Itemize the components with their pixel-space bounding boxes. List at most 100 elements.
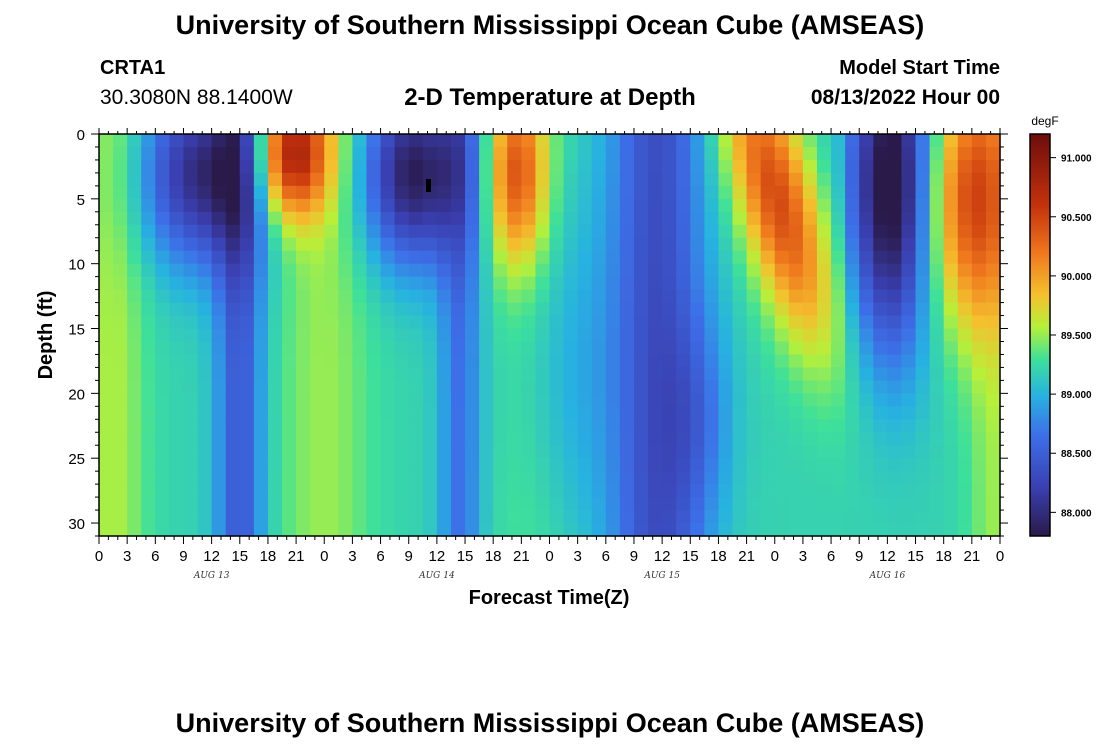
heatmap-cell xyxy=(845,263,860,278)
heatmap-cell xyxy=(521,380,537,394)
heatmap-cell xyxy=(282,198,297,213)
heatmap-cell xyxy=(943,185,959,200)
heatmap-cell xyxy=(957,211,973,226)
heatmap-cell xyxy=(239,198,255,213)
heatmap-cell xyxy=(873,250,888,265)
heatmap-cell xyxy=(816,367,832,381)
heatmap-cell xyxy=(493,276,508,291)
heatmap-cell xyxy=(141,497,156,511)
heatmap-cell xyxy=(225,406,241,420)
heatmap-cell xyxy=(873,146,888,161)
heatmap-cell xyxy=(155,172,170,187)
heatmap-cell xyxy=(845,250,860,265)
heatmap-cell xyxy=(113,263,128,278)
heatmap-cell xyxy=(690,250,705,265)
heatmap-cell xyxy=(465,458,480,472)
heatmap-cell xyxy=(845,146,860,161)
heatmap-cell xyxy=(704,276,720,291)
heatmap-cell xyxy=(113,406,128,420)
heatmap-cell xyxy=(380,393,396,407)
heatmap-cell xyxy=(718,146,734,161)
heatmap-cell xyxy=(211,341,227,356)
heatmap-cell xyxy=(211,211,227,226)
heatmap-cell xyxy=(859,263,874,278)
heatmap-cell xyxy=(310,263,325,278)
heatmap-cell xyxy=(957,380,973,394)
heatmap-cell xyxy=(676,510,691,524)
heatmap-cell xyxy=(901,302,917,317)
heatmap-cell xyxy=(915,380,931,394)
heatmap-cell xyxy=(535,484,551,498)
heatmap-cell xyxy=(380,328,396,343)
heatmap-cell xyxy=(662,341,677,356)
heatmap-cell xyxy=(380,237,396,252)
heatmap-cell xyxy=(690,159,705,174)
heatmap-cell xyxy=(690,328,705,343)
heatmap-cell xyxy=(282,484,297,498)
heatmap-cell xyxy=(436,276,452,291)
heatmap-cell xyxy=(479,510,494,524)
heatmap-cell xyxy=(338,341,354,356)
heatmap-cell xyxy=(831,458,846,472)
heatmap-cell xyxy=(591,432,607,446)
heatmap-cell xyxy=(859,393,874,407)
heatmap-cell xyxy=(802,250,818,265)
heatmap-cell xyxy=(155,302,170,317)
heatmap-cell xyxy=(169,354,185,369)
heatmap-cell xyxy=(704,185,720,200)
heatmap-cell xyxy=(943,510,959,524)
heatmap-cell xyxy=(662,406,677,420)
heatmap-cell xyxy=(802,302,818,317)
heatmap-cell xyxy=(957,458,973,472)
heatmap-cell xyxy=(197,302,213,317)
heatmap-cell xyxy=(127,224,142,239)
heatmap-cell xyxy=(633,523,649,537)
heatmap-cell xyxy=(197,445,213,459)
heatmap-cell xyxy=(859,445,874,459)
heatmap-cell xyxy=(901,134,917,148)
x-tick-label: 3 xyxy=(799,548,807,565)
heatmap-cell xyxy=(267,367,283,381)
heatmap-cell xyxy=(774,341,790,356)
heatmap-cell xyxy=(633,380,649,394)
heatmap-cell xyxy=(873,419,888,433)
heatmap-cell xyxy=(141,289,156,304)
heatmap-cell xyxy=(957,445,973,459)
heatmap-cell xyxy=(929,328,945,343)
heatmap-cell xyxy=(591,445,607,459)
heatmap-cell xyxy=(577,510,593,524)
heatmap-cell xyxy=(521,302,537,317)
heatmap-cell xyxy=(704,354,720,369)
heatmap-cell xyxy=(760,380,776,394)
heatmap-cell xyxy=(366,432,382,446)
heatmap-cell xyxy=(943,172,959,187)
heatmap-cell xyxy=(225,354,241,369)
heatmap-cell xyxy=(845,380,860,394)
heatmap-cell xyxy=(676,302,691,317)
heatmap-cell xyxy=(324,159,339,174)
heatmap-cell xyxy=(746,198,762,213)
heatmap-cell xyxy=(324,419,339,433)
heatmap-cell xyxy=(239,172,255,187)
heatmap-cell xyxy=(718,328,734,343)
heatmap-cell xyxy=(732,159,748,174)
heatmap-cell xyxy=(619,289,635,304)
heatmap-cell xyxy=(211,510,227,524)
heatmap-cell xyxy=(394,185,410,200)
heatmap-cell xyxy=(338,185,354,200)
heatmap-cell xyxy=(169,159,185,174)
heatmap-cell xyxy=(450,393,466,407)
heatmap-cell xyxy=(408,471,424,485)
x-tick-label: 12 xyxy=(879,548,896,565)
heatmap-cell xyxy=(901,510,917,524)
heatmap-cell xyxy=(901,315,917,330)
heatmap-cell xyxy=(591,198,607,213)
heatmap-cell xyxy=(352,445,368,459)
heatmap-cell xyxy=(971,393,987,407)
heatmap-cell xyxy=(394,445,410,459)
heatmap-cell xyxy=(169,510,185,524)
heatmap-cell xyxy=(282,367,297,381)
heatmap-cell xyxy=(394,341,410,356)
heatmap-cell xyxy=(605,523,621,537)
heatmap-cell xyxy=(732,134,748,148)
